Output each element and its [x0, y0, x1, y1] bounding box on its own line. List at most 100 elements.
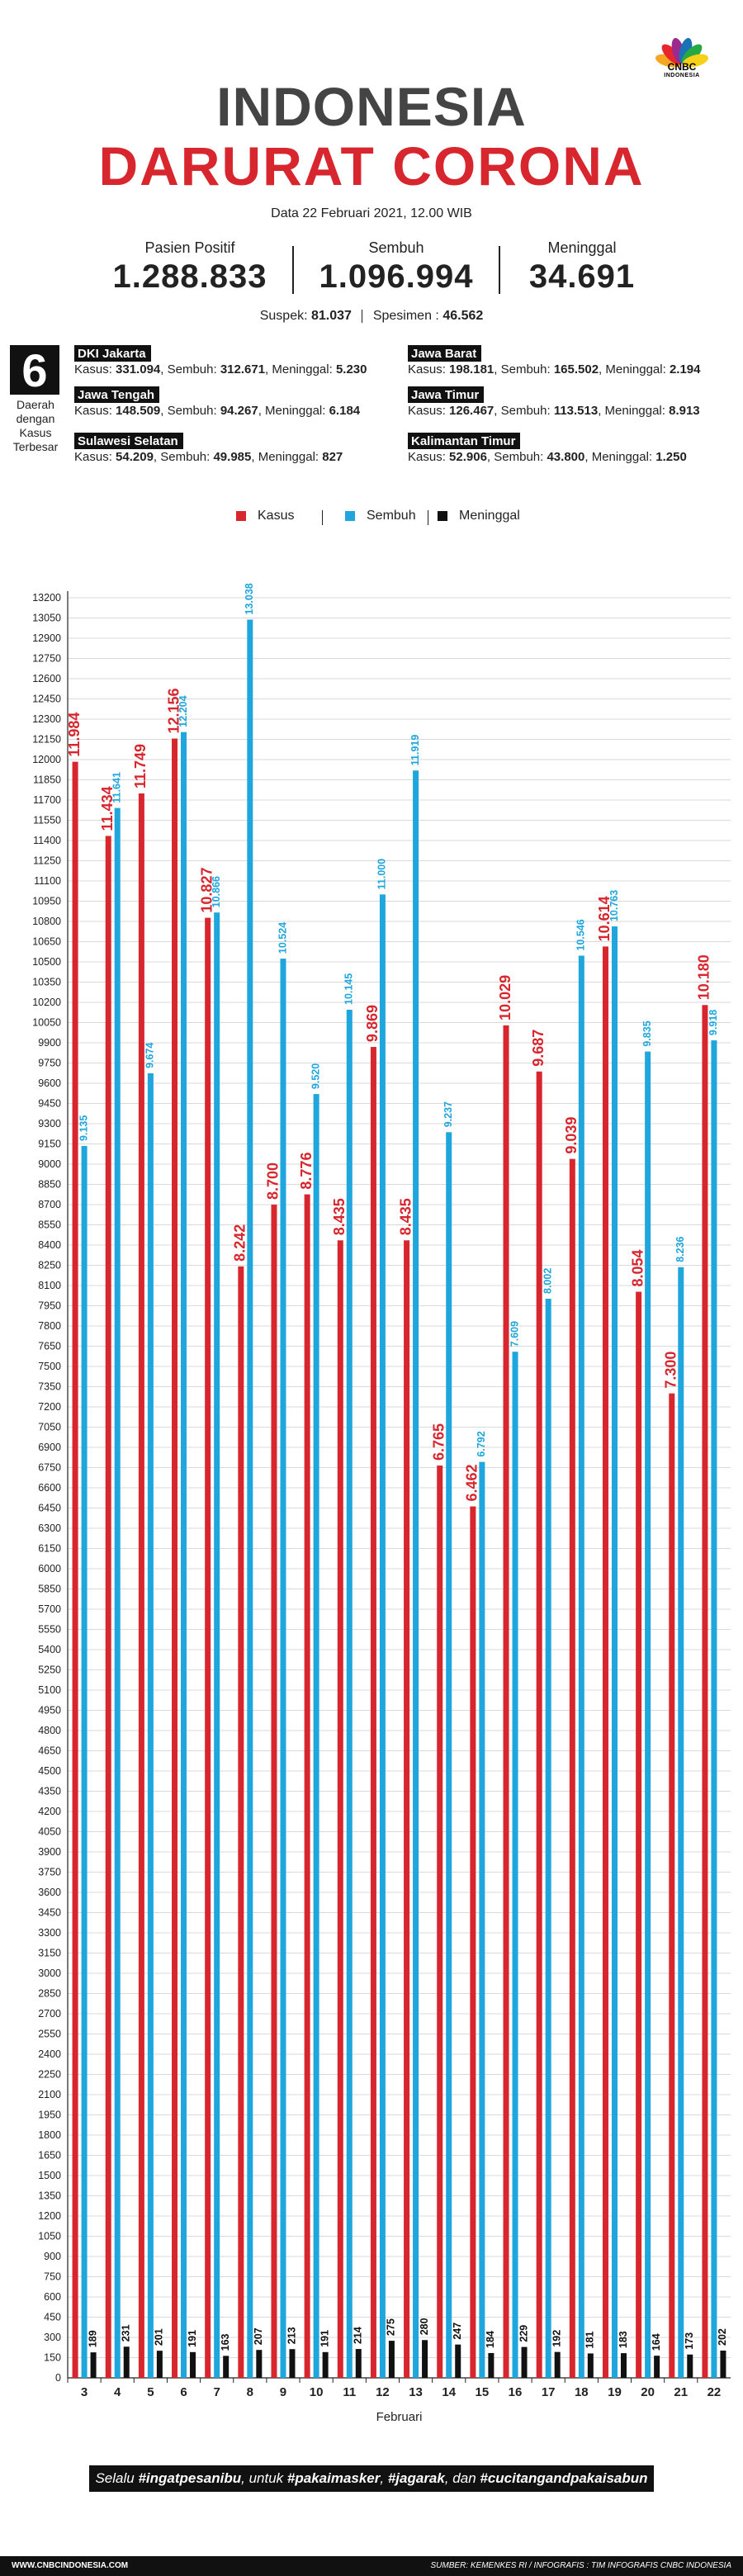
legend-swatch [438, 511, 447, 521]
y-tick-label: 7800 [38, 1320, 61, 1332]
data-label-sembuh: 10.524 [277, 922, 288, 954]
y-tick-label: 8700 [38, 1199, 61, 1210]
y-tick-label: 8250 [38, 1260, 61, 1271]
legend-label: Meninggal [459, 509, 520, 523]
y-tick-label: 7950 [38, 1300, 61, 1312]
bar-meninggal [455, 2344, 461, 2378]
data-label-meninggal: 202 [717, 2328, 728, 2346]
bar-sembuh [181, 732, 187, 2379]
data-label-meninggal: 191 [187, 2330, 198, 2347]
y-tick-label: 13200 [32, 592, 61, 604]
y-tick-label: 9150 [38, 1139, 61, 1150]
bar-meninggal [322, 2351, 329, 2378]
data-label-meninggal: 231 [121, 2324, 132, 2342]
data-label-kasus: 10.180 [696, 954, 712, 1000]
x-tick-label: 22 [708, 2385, 722, 2399]
x-tick-label: 3 [81, 2385, 88, 2399]
y-tick-label: 9450 [38, 1098, 61, 1110]
data-label-sembuh: 8.002 [542, 1268, 553, 1294]
x-tick-label: 7 [214, 2385, 220, 2399]
y-tick-label: 150 [44, 2352, 61, 2364]
x-tick-label: 15 [476, 2385, 490, 2399]
data-label-meninggal: 213 [286, 2327, 297, 2344]
bar-kasus [72, 761, 78, 2379]
bar-sembuh [479, 1461, 485, 2378]
data-label-sembuh: 9.918 [708, 1010, 719, 1035]
y-tick-label: 4200 [38, 1806, 61, 1817]
y-tick-label: 900 [44, 2251, 61, 2262]
y-tick-label: 10800 [32, 916, 61, 927]
legend-meninggal: Meninggal [438, 509, 520, 523]
bar-sembuh [512, 1352, 518, 2378]
region-name: DKI Jakarta [74, 345, 151, 362]
y-tick-label: 1650 [38, 2150, 61, 2162]
y-tick-label: 5100 [38, 1684, 61, 1696]
y-tick-label: 5850 [38, 1584, 61, 1595]
bar-meninggal [156, 2351, 163, 2378]
y-tick-label: 10950 [32, 896, 61, 907]
spesimen-label: Spesimen : [372, 309, 439, 323]
y-tick-label: 11850 [33, 774, 61, 786]
bar-kasus [370, 1047, 376, 2378]
footer-source: SUMBER: KEMENKES RI / INFOGRAFIS : TIM I… [430, 2561, 731, 2570]
data-label-kasus: 8.242 [232, 1224, 248, 1262]
data-label-meninggal: 191 [319, 2330, 330, 2347]
y-tick-label: 10350 [32, 977, 61, 988]
y-tick-label: 11250 [33, 855, 61, 867]
y-tick-label: 0 [55, 2372, 61, 2384]
y-tick-label: 12600 [32, 673, 61, 684]
bar-meninggal [720, 2351, 726, 2378]
bar-kasus [536, 1071, 542, 2378]
bar-kasus [138, 793, 144, 2378]
bar-meninggal [521, 2346, 528, 2378]
footer: WWW.CNBCINDONESIA.COM SUMBER: KEMENKES R… [0, 2556, 743, 2576]
bar-meninggal [620, 2353, 627, 2378]
brand-name: CNBC [667, 61, 697, 73]
data-label-kasus: 8.776 [298, 1153, 315, 1190]
y-tick-label: 4800 [38, 1725, 61, 1736]
data-label-sembuh: 11.919 [409, 735, 421, 766]
data-label-sembuh: 9.520 [310, 1063, 321, 1089]
y-tick-label: 3450 [38, 1907, 61, 1919]
legend-swatch [236, 511, 246, 521]
data-label-meninggal: 173 [684, 2332, 695, 2350]
y-tick-label: 6300 [38, 1522, 61, 1534]
y-tick-label: 2250 [38, 2069, 61, 2081]
brand-sub: INDONESIA [664, 73, 700, 78]
region-item: Jawa Barat Kasus: 198.181, Sembuh: 165.50… [408, 345, 700, 377]
y-tick-label: 3000 [38, 1968, 61, 1979]
bar-sembuh [446, 1132, 452, 2378]
y-tick-label: 1200 [38, 2210, 61, 2222]
bar-sembuh [379, 894, 386, 2378]
y-tick-label: 12300 [32, 713, 61, 725]
y-tick-label: 6600 [38, 1482, 61, 1494]
y-tick-label: 4950 [38, 1705, 61, 1717]
y-tick-label: 4650 [38, 1745, 61, 1757]
y-tick-label: 12150 [32, 734, 61, 746]
data-label-kasus: 6.462 [464, 1464, 480, 1501]
data-label-meninggal: 189 [87, 2330, 98, 2347]
data-label-sembuh: 10.546 [575, 919, 587, 950]
bar-meninggal [289, 2349, 296, 2378]
bar-kasus [205, 917, 211, 2378]
bar-sembuh [313, 1094, 319, 2378]
data-label-kasus: 8.435 [397, 1198, 414, 1235]
bar-sembuh [545, 1299, 551, 2378]
y-tick-label: 5700 [38, 1603, 61, 1615]
y-tick-label: 6000 [38, 1563, 61, 1574]
legend-sembuh: Sembuh [345, 509, 416, 523]
region-detail: Kasus: 54.209, Sembuh: 49.985, Meninggal… [74, 450, 343, 464]
data-label-kasus: 8.054 [629, 1249, 646, 1286]
data-label-kasus: 10.029 [497, 975, 513, 1020]
region-item: Sulawesi Selatan Kasus: 54.209, Sembuh: 4… [74, 433, 343, 465]
y-tick-label: 11100 [34, 875, 61, 887]
data-label-kasus: 6.765 [430, 1423, 447, 1461]
data-label-kasus: 11.984 [66, 713, 83, 757]
bar-meninggal [554, 2351, 561, 2378]
bar-sembuh [214, 912, 220, 2378]
region-caption: Daerah dengan Kasus Terbesar [12, 398, 59, 453]
bar-sembuh [611, 926, 618, 2378]
bar-kasus [602, 946, 608, 2378]
x-axis-title: Februari [376, 2410, 423, 2424]
data-label-kasus: 11.434 [99, 786, 116, 831]
